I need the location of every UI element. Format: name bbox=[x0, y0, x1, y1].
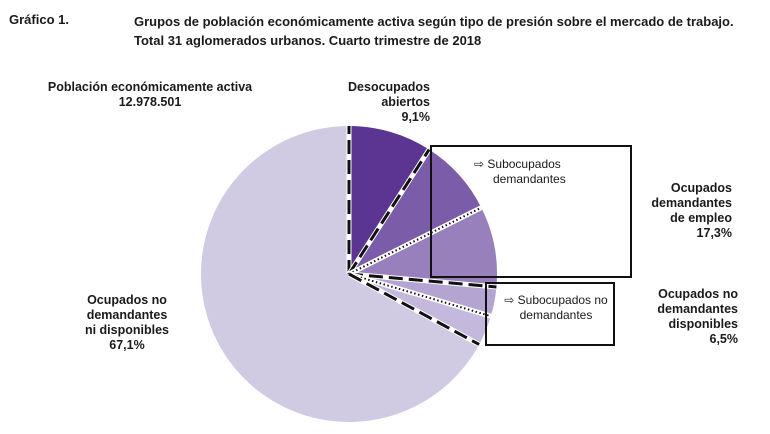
figure-label: Gráfico 1. bbox=[9, 12, 69, 27]
arrow-icon: ⇨ bbox=[504, 293, 515, 307]
pie-slice-1 bbox=[349, 149, 482, 274]
pie-slice-2 bbox=[349, 207, 498, 287]
chart-title-line2: Total 31 aglomerados urbanos. Cuarto tri… bbox=[134, 33, 482, 48]
label-value: 17,3% bbox=[696, 226, 732, 240]
label-line: Ocupados no bbox=[87, 293, 167, 307]
chart-title: Grupos de población económicamente activ… bbox=[134, 12, 734, 50]
label-line: demandantes bbox=[657, 302, 738, 316]
label-line: abiertos bbox=[381, 95, 430, 109]
box-label-line: ⇨ Subocupados no bbox=[500, 293, 612, 308]
label-line: Ocupados bbox=[670, 181, 732, 195]
box-label-text: Subocupados bbox=[487, 157, 561, 171]
label-line: demandantes bbox=[86, 308, 168, 322]
arrow-icon: ⇨ bbox=[474, 157, 485, 171]
separator-line-3 bbox=[348, 272, 497, 289]
total-label: Población económicamente activa 12.978.5… bbox=[22, 80, 278, 110]
bracket-box-subocupados-no-demandantes bbox=[485, 282, 615, 346]
label-line: Ocupados no bbox=[658, 287, 738, 301]
separator-line-1 bbox=[347, 148, 431, 275]
chart-title-line1: Grupos de población económicamente activ… bbox=[134, 14, 734, 29]
box-label-line: demandantes bbox=[519, 308, 593, 322]
label-value: 9,1% bbox=[401, 110, 431, 124]
box-label-subocupados-no-demandantes: ⇨ Subocupados no demandantes bbox=[500, 293, 612, 323]
label-ocupados-demandantes-empleo: Ocupados demandantes de empleo 17,3% bbox=[630, 181, 732, 241]
pie-slice-5 bbox=[200, 126, 480, 422]
label-ocupados-demandantes-disponibles: Ocupados no demandantes disponibles 6,5% bbox=[628, 287, 738, 347]
box-label-line: demandantes bbox=[493, 172, 566, 186]
total-value: 12.978.501 bbox=[118, 95, 182, 109]
label-line: Desocupados bbox=[348, 80, 430, 94]
separator-line-4 bbox=[348, 273, 492, 318]
label-line: ni disponibles bbox=[84, 323, 170, 337]
label-value: 6,5% bbox=[709, 332, 739, 346]
label-line: de empleo bbox=[670, 211, 732, 225]
separator-line-2 bbox=[348, 206, 482, 275]
slice-separators bbox=[346, 126, 497, 347]
label-ocupados-no-demandantes: Ocupados no demandantes ni disponibles 6… bbox=[62, 293, 192, 353]
pie-slice-0 bbox=[349, 126, 430, 274]
box-label-text: Subocupados no bbox=[517, 293, 608, 307]
pie-slices bbox=[200, 126, 498, 422]
total-label-text: Población económicamente activa bbox=[47, 80, 253, 94]
box-label-line: ⇨ Subocupados bbox=[474, 157, 614, 172]
box-label-subocupados-demandantes: ⇨ Subocupados demandantes bbox=[474, 157, 614, 187]
separator-line-5 bbox=[348, 272, 480, 346]
label-desocupados-abiertos: Desocupados abiertos 9,1% bbox=[320, 80, 430, 125]
label-line: demandantes bbox=[651, 196, 732, 210]
label-value: 67,1% bbox=[109, 338, 145, 352]
label-line: disponibles bbox=[668, 317, 738, 331]
bracket-box-subocupados-demandantes bbox=[430, 145, 632, 278]
